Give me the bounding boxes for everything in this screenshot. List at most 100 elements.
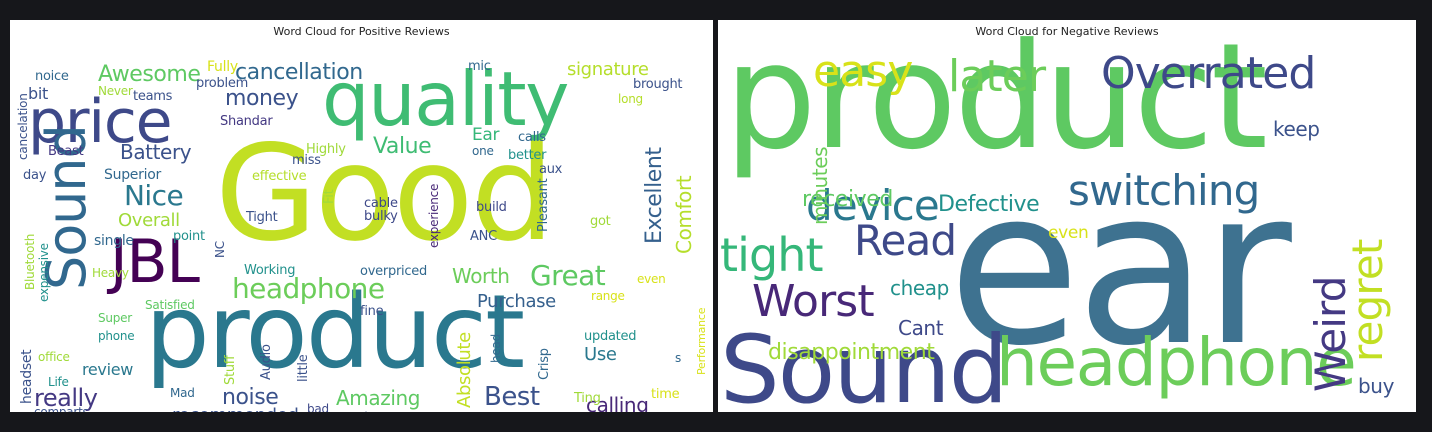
word-comparts: comparts [34, 405, 89, 412]
word-fully: Fully [207, 59, 238, 75]
word-never: Never [98, 84, 133, 98]
word-headphone: headphone [232, 272, 385, 305]
word-even: even [1048, 223, 1089, 243]
positive-wordcloud: Good product quality price JBL Sound headphone… [10, 40, 713, 412]
word-signature: signature [567, 59, 649, 80]
word-working: Working [244, 263, 296, 278]
word-overrated: Overrated [1101, 48, 1316, 99]
word-s: s [675, 351, 682, 365]
word-review: review [82, 360, 133, 379]
word-aux: aux [539, 162, 563, 177]
word-overpriced: overpriced [360, 264, 427, 279]
word-highly: Highly [306, 142, 346, 157]
word-money: money [225, 86, 299, 111]
word-build: build [476, 200, 507, 215]
word-read: Read [854, 216, 957, 265]
word-price: price [28, 87, 173, 157]
word-device: device [806, 181, 940, 230]
word-buy: buy [1358, 374, 1395, 398]
word-best: Best [484, 382, 540, 412]
word-nice: Nice [124, 179, 184, 212]
word-overall: Overall [118, 210, 180, 231]
word-calling: calling [586, 393, 649, 412]
word-super: Super [98, 311, 132, 325]
word-stuff: Stuff [223, 355, 238, 385]
word-fine: fine [360, 304, 384, 319]
word-brought: brought [633, 77, 683, 92]
word-battery: Battery [120, 140, 192, 164]
word-better: better [508, 148, 547, 163]
word-crisp: Crisp [537, 348, 552, 380]
word-miss: miss [292, 153, 321, 168]
word-comfort: Comfort [672, 175, 696, 254]
word-worth: Worth [452, 264, 510, 288]
word-phone: phone [98, 329, 135, 343]
word-product: product [724, 20, 1268, 182]
word-effective: effective [252, 169, 307, 184]
word-mic: mic [468, 59, 491, 74]
word-superior: Superior [104, 167, 161, 183]
word-tight: tight [720, 228, 824, 282]
word-disappointment: disappointment [768, 340, 935, 365]
word-head: head [489, 334, 503, 363]
word-awesome: Awesome [98, 62, 201, 87]
word-audio: Audio [259, 344, 274, 380]
word-regret: regret [1343, 239, 1392, 362]
positive-wordcloud-panel: Word Cloud for Positive Reviews Good prod… [10, 20, 713, 412]
word-purchase: Purchase [477, 291, 556, 312]
word-range: range [591, 289, 625, 303]
word-defective: Defective [938, 192, 1040, 217]
word-ear: Ear [472, 125, 500, 145]
word-really: really [34, 384, 98, 412]
word-anc: ANC [470, 229, 497, 244]
word-point: point [173, 229, 205, 244]
word-bluetooth: Bluetooth [23, 233, 37, 290]
chart-title: Word Cloud for Negative Reviews [975, 25, 1159, 38]
word-heavy: Heavy [92, 266, 129, 280]
word-good: Good [215, 117, 555, 271]
word-ting: Ting [574, 391, 601, 406]
word-cancellation: cancellation [235, 60, 363, 85]
word-use: Use [584, 344, 617, 365]
word-noise: noise [222, 385, 279, 410]
word-later: later [948, 51, 1046, 102]
word-time: time [651, 387, 680, 402]
word-minutes: minutes [808, 146, 832, 225]
word-switching: switching [1068, 166, 1260, 215]
word-easy: easy [813, 46, 913, 97]
word-problem: problem [196, 76, 248, 91]
word-headset: headset [19, 349, 35, 404]
word-fit: Fit [322, 189, 337, 204]
negative-wordcloud: ear product Sound headphone Overrated switchi… [718, 24, 1416, 412]
word-experience: experience [427, 183, 441, 248]
word-work: work [343, 411, 371, 412]
word-excellent: Excellent [642, 147, 667, 244]
word-cancelation: cancelation [16, 93, 30, 160]
word-bulky: bulky [364, 209, 398, 224]
word-satisfied: Satisfied [145, 298, 195, 312]
word-value: Value [373, 134, 432, 159]
word-jbl: JBL [110, 227, 200, 297]
word-single: single [94, 233, 134, 249]
word-calls: calls [518, 130, 546, 145]
word-bit: bit [28, 84, 48, 103]
word-keep: keep [1273, 117, 1320, 141]
chart-title: Word Cloud for Positive Reviews [273, 25, 450, 38]
word-office: office [38, 350, 70, 364]
word-beast: Beast [48, 144, 84, 159]
word-nc: NC [213, 241, 227, 258]
word-quality: quality [322, 55, 570, 143]
word-expensive: expensive [37, 243, 51, 302]
word-ear: ear [948, 142, 1292, 393]
word-day: day [23, 168, 47, 183]
word-amazing: Amazing [336, 386, 421, 410]
word-product: product [145, 273, 525, 392]
word-noice: noice [35, 69, 69, 84]
word-performance: Performance [695, 307, 708, 375]
word-long: long [618, 92, 643, 106]
word-absolute: Absolute [454, 332, 475, 408]
word-life: Life [48, 375, 69, 389]
word-shandar: Shandar [220, 114, 273, 129]
word-received: received [802, 187, 893, 212]
word-got: got [590, 214, 611, 229]
